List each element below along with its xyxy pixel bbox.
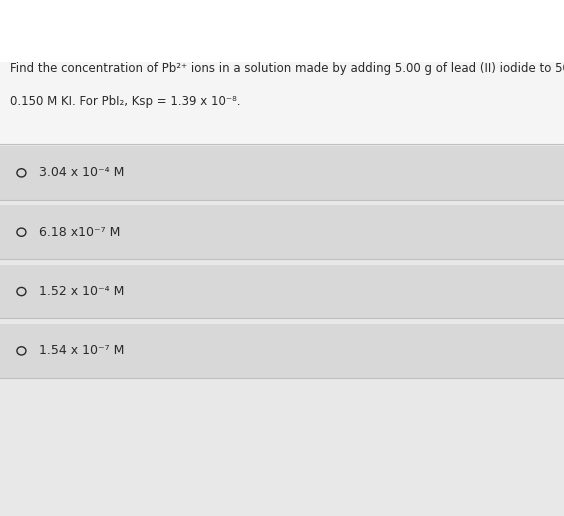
Text: 3.04 x 10⁻⁴ M: 3.04 x 10⁻⁴ M xyxy=(39,166,125,180)
Bar xyxy=(0,205,564,259)
Bar xyxy=(0,378,564,516)
Text: 0.150 M KI. For PbI₂, Ksp = 1.39 x 10⁻⁸.: 0.150 M KI. For PbI₂, Ksp = 1.39 x 10⁻⁸. xyxy=(10,95,241,108)
Bar xyxy=(0,265,564,318)
Bar xyxy=(0,324,564,378)
Bar xyxy=(0,0,564,62)
Bar xyxy=(0,62,564,144)
Bar xyxy=(0,0,564,144)
Text: Find the concentration of Pb²⁺ ions in a solution made by adding 5.00 g of lead : Find the concentration of Pb²⁺ ions in a… xyxy=(10,62,564,75)
Bar xyxy=(0,146,564,200)
Text: 6.18 x10⁻⁷ M: 6.18 x10⁻⁷ M xyxy=(39,225,121,239)
Text: 1.52 x 10⁻⁴ M: 1.52 x 10⁻⁴ M xyxy=(39,285,125,298)
Text: 1.54 x 10⁻⁷ M: 1.54 x 10⁻⁷ M xyxy=(39,344,125,358)
